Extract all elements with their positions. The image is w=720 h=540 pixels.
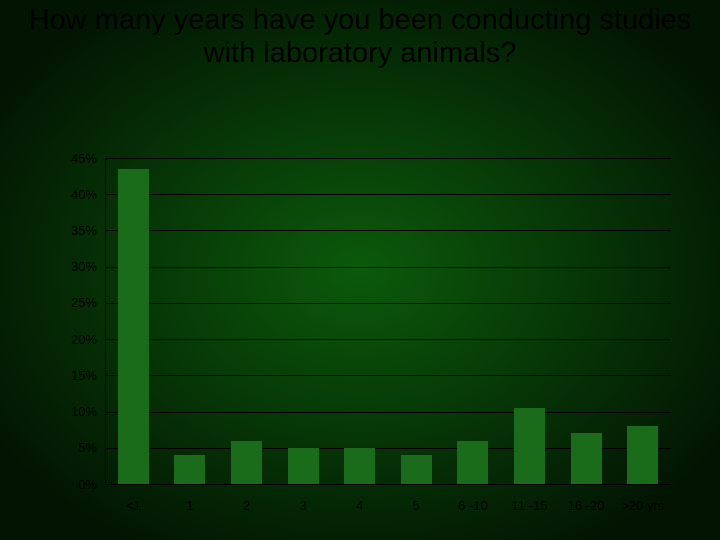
y-axis-line	[105, 158, 106, 484]
y-axis-label: 45%	[57, 151, 97, 166]
chart-bar	[118, 169, 149, 484]
y-axis-label: 35%	[57, 223, 97, 238]
chart-bar	[344, 448, 375, 484]
y-axis-label: 40%	[57, 187, 97, 202]
chart-bar	[571, 433, 602, 484]
chart-bar	[627, 426, 658, 484]
grid-line	[105, 303, 671, 304]
x-axis-label: 4	[331, 498, 388, 513]
chart-bar	[514, 408, 545, 484]
x-axis-label: 5	[388, 498, 445, 513]
chart-bar	[457, 441, 488, 484]
x-axis-label: 2	[218, 498, 275, 513]
y-axis-label: 0%	[57, 477, 97, 492]
chart-bar	[401, 455, 432, 484]
x-axis-label: 1	[162, 498, 219, 513]
x-axis-label: >20 yrs	[614, 498, 671, 513]
slide-title: How many years have you been conducting …	[0, 4, 720, 71]
chart-bar	[231, 441, 262, 484]
x-axis-label: 16 -20	[558, 498, 615, 513]
x-axis-label: 11 -15	[501, 498, 558, 513]
grid-line	[105, 412, 671, 413]
grid-line	[105, 484, 671, 485]
grid-line	[105, 158, 671, 159]
x-axis-label: <1	[105, 498, 162, 513]
slide-root: How many years have you been conducting …	[0, 0, 720, 540]
grid-line	[105, 375, 671, 376]
x-axis-label: 6 -10	[445, 498, 502, 513]
y-axis-label: 25%	[57, 295, 97, 310]
y-axis-label: 5%	[57, 440, 97, 455]
y-axis-label: 10%	[57, 404, 97, 419]
grid-line	[105, 230, 671, 231]
chart-bar	[288, 448, 319, 484]
grid-line	[105, 194, 671, 195]
x-axis-label: 3	[275, 498, 332, 513]
chart-bar	[174, 455, 205, 484]
y-axis-label: 30%	[57, 259, 97, 274]
grid-line	[105, 339, 671, 340]
y-axis-label: 20%	[57, 332, 97, 347]
grid-line	[105, 267, 671, 268]
years-chart: 0%5%10%15%20%25%30%35%40%45%<1123456 -10…	[105, 158, 671, 484]
y-axis-label: 15%	[57, 368, 97, 383]
